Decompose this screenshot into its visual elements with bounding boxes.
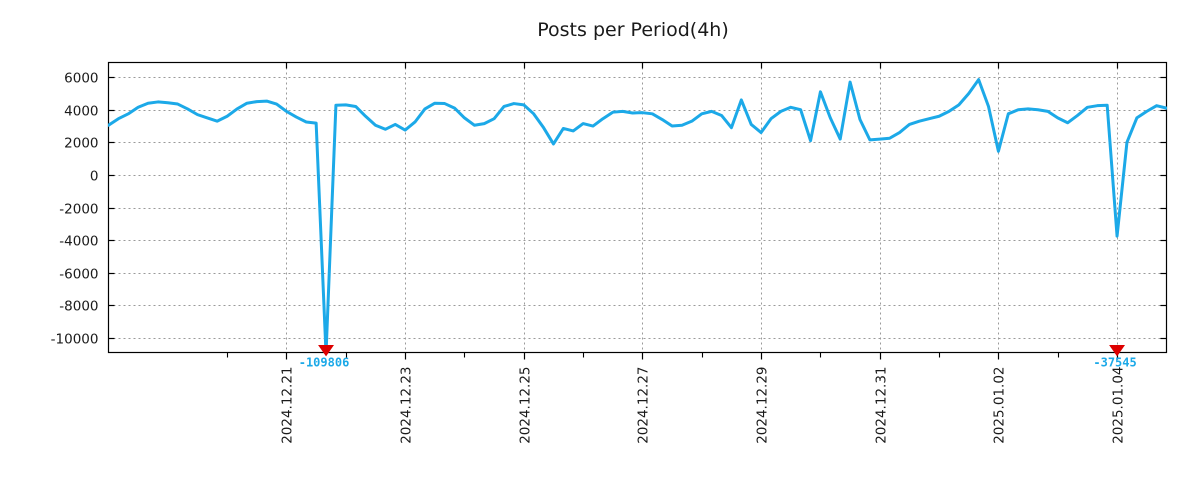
x-tick-label: 2025.01.04	[1111, 367, 1127, 444]
y-tick-label: -2000	[59, 202, 98, 218]
x-axis-ticks	[226, 62, 1119, 360]
y-tick-label: 6000	[64, 71, 98, 87]
x-tick-label: 2024.12.21	[280, 367, 296, 444]
y-tick-label: -10000	[51, 332, 99, 348]
outlier-value-label: -37545	[1093, 356, 1136, 370]
x-tick-label-group: 2024.12.23	[399, 367, 415, 444]
x-tick-label-group: 2024.12.29	[755, 367, 771, 444]
y-tick-label: 0	[90, 169, 99, 185]
x-tick-label-group: 2025.01.04	[1111, 367, 1127, 444]
outlier-value-label: -109806	[299, 356, 350, 370]
x-tick-label: 2024.12.27	[636, 367, 652, 444]
plot-frame	[107, 61, 1168, 354]
x-tick-label: 2024.12.25	[518, 367, 534, 444]
outlier-marker-triangle	[1109, 345, 1126, 357]
x-tick-label: 2025.01.02	[992, 367, 1008, 444]
annotation-layer: -109806 -37545	[299, 345, 1137, 370]
x-tick-label: 2024.12.29	[755, 367, 771, 444]
x-tick-label-group: 2024.12.27	[636, 367, 652, 444]
y-tick-label: -8000	[59, 299, 98, 315]
y-tick-label: 2000	[64, 136, 98, 152]
x-tick-label-group: 2024.12.25	[518, 367, 534, 444]
y-tick-label: -6000	[59, 267, 98, 283]
x-tick-label-group: 2025.01.02	[992, 367, 1008, 444]
y-axis-ticks: 6000 4000 2000 0 -2000 -4000 -6000 -8000 -10000	[51, 71, 1167, 348]
x-tick-label: 2024.12.31	[874, 367, 890, 444]
x-axis-tick-labels: 2024.12.21 2024.12.23 2024.12.25 2024.12.27…	[280, 367, 1127, 444]
x-tick-label: 2024.12.23	[399, 367, 415, 444]
y-tick-label: 4000	[64, 104, 98, 120]
x-grid-lines	[286, 62, 1118, 353]
x-tick-label-group: 2024.12.21	[280, 367, 296, 444]
outlier-marker-triangle	[318, 345, 334, 357]
series-line-posts	[108, 78, 1167, 353]
chart-title: Posts per Period(4h)	[537, 19, 729, 41]
y-tick-label: -4000	[59, 234, 98, 250]
x-tick-label-group: 2024.12.31	[874, 367, 890, 444]
